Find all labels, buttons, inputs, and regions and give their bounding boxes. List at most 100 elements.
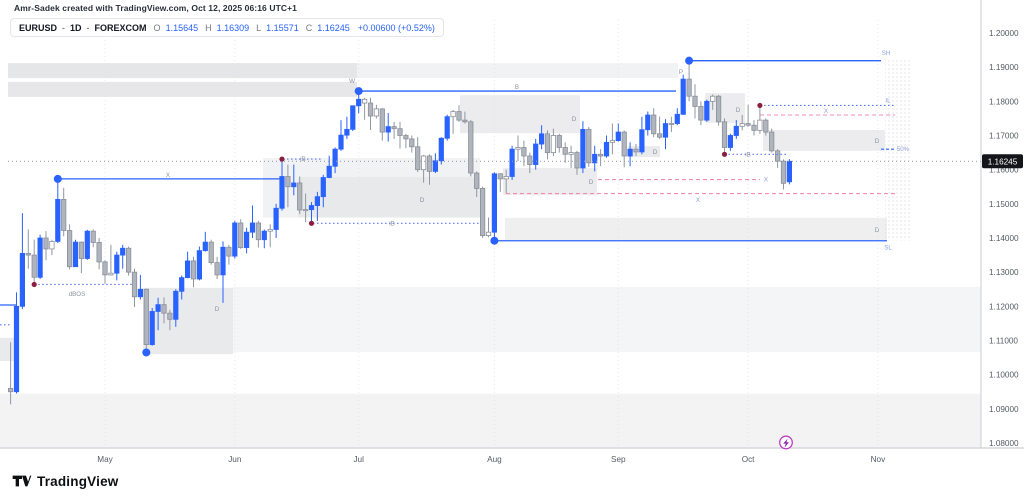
supply-demand-zone[interactable] [763, 130, 885, 151]
candle [704, 99, 710, 122]
candle-body [102, 261, 108, 276]
candle [698, 101, 704, 126]
supply-demand-zone[interactable] [233, 286, 981, 353]
candle [769, 128, 775, 153]
candle-body [243, 231, 250, 248]
candle-body [314, 196, 321, 206]
candle [426, 154, 433, 185]
candle-body [627, 148, 633, 157]
candle [639, 116, 645, 155]
candle [90, 229, 96, 248]
candle [173, 289, 179, 327]
candle [409, 135, 415, 153]
candle-body [645, 114, 651, 131]
candle [497, 173, 503, 192]
candle-body [220, 246, 226, 276]
pivot-marker-dot[interactable] [308, 220, 315, 226]
candle [692, 84, 698, 119]
candle [420, 154, 427, 183]
structure-letter-label: W [349, 78, 355, 85]
candle [220, 241, 226, 303]
projection-texture-zone[interactable] [885, 60, 912, 241]
pivot-marker-dot[interactable] [721, 151, 728, 157]
zone-label: D [653, 149, 658, 156]
candle [7, 342, 14, 405]
pivot-marker-dot[interactable] [31, 281, 37, 288]
candle [13, 292, 20, 394]
candle [161, 297, 167, 324]
candle [568, 145, 574, 168]
supply-demand-zone[interactable] [0, 337, 14, 361]
supply-demand-zone[interactable] [8, 63, 678, 79]
candle-body [415, 146, 421, 171]
zone-label: D [875, 227, 880, 234]
candle [556, 133, 562, 153]
legend-separator-1: - [62, 22, 66, 33]
candle-body [78, 241, 84, 259]
candle [238, 219, 244, 249]
swing-point-dot[interactable] [685, 56, 694, 65]
supply-demand-zone[interactable] [460, 95, 580, 134]
line-label: dBOS [69, 291, 86, 298]
candle-body [25, 252, 31, 256]
supply-demand-zone[interactable] [298, 177, 480, 218]
candle [137, 274, 143, 300]
candle-body [332, 148, 338, 167]
tradingview-logo[interactable]: TradingView [12, 473, 118, 489]
candle [668, 116, 675, 133]
supply-demand-zone[interactable] [8, 81, 357, 97]
time-axis[interactable]: May Jun Jul Aug Sep Oct Nov [0, 447, 1024, 503]
swing-point-dot[interactable] [142, 348, 151, 357]
pivot-marker-dot[interactable] [757, 102, 763, 109]
pivot-marker-dot[interactable] [279, 156, 285, 162]
supply-demand-zone[interactable] [0, 393, 981, 448]
line-label: SH [882, 50, 891, 57]
candle [533, 138, 539, 170]
candle-body [539, 133, 545, 145]
candle [503, 169, 509, 194]
candle-body [279, 176, 285, 209]
price-axis[interactable]: 1.20000 1.19000 1.18000 1.17000 1.16000 1.150… [980, 0, 1024, 503]
candle [763, 118, 769, 136]
candle-body [49, 241, 55, 250]
candle-body [533, 143, 539, 165]
price-tick-label: 1.09000 [989, 405, 1019, 414]
candle [657, 116, 663, 139]
candle [603, 135, 610, 158]
candle [226, 244, 232, 265]
swing-point-dot[interactable] [53, 174, 62, 183]
price-tick-label: 1.12000 [989, 302, 1019, 311]
supply-demand-zone[interactable] [503, 167, 597, 195]
price-tick-label: 1.14000 [989, 234, 1019, 243]
candle-body [668, 123, 675, 125]
swing-point-dot[interactable] [354, 87, 363, 96]
candle [373, 104, 380, 119]
candle-body [397, 128, 403, 136]
candle-body [350, 105, 356, 130]
candle [479, 186, 486, 238]
candle-body [574, 152, 580, 169]
price-tick-label: 1.16000 [989, 166, 1019, 175]
candle-body [692, 95, 698, 107]
supply-demand-zone[interactable] [505, 217, 887, 241]
candle-body [739, 123, 745, 127]
candle-body [420, 155, 427, 171]
legend-high-value: 1.16309 [216, 22, 250, 33]
zone-label: D [875, 138, 880, 145]
swing-point-dot[interactable] [490, 236, 499, 245]
supply-demand-zone[interactable] [8, 63, 357, 79]
candle-body [780, 160, 787, 184]
candle-body [297, 182, 303, 211]
price-tick-label: 1.19000 [989, 63, 1019, 72]
candle-body [267, 229, 273, 232]
event-marker[interactable] [779, 435, 793, 450]
price-tick-label: 1.10000 [989, 371, 1019, 380]
supply-demand-zone[interactable] [143, 287, 233, 355]
candle-body [61, 198, 67, 231]
candle [273, 203, 279, 238]
price-tick-label: 1.15000 [989, 200, 1019, 209]
zone-label: D [589, 179, 594, 186]
candle-body [55, 198, 61, 242]
